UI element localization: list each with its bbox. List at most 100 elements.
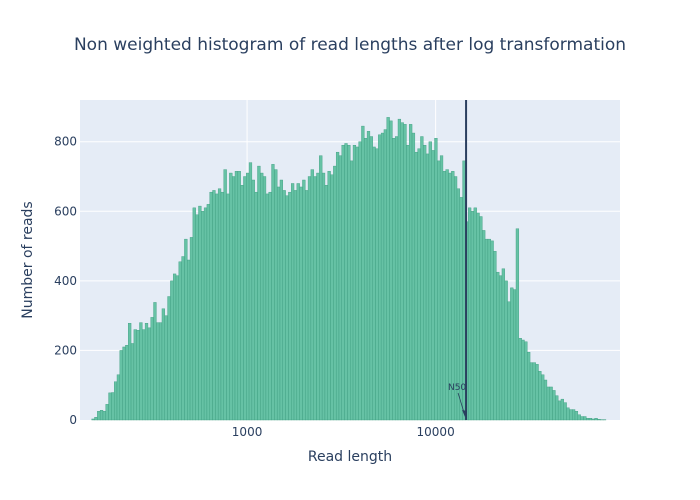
histogram-bar — [167, 296, 171, 421]
histogram-bar — [91, 418, 95, 421]
histogram-bar — [428, 141, 432, 421]
histogram-bar — [212, 190, 216, 421]
histogram-bar — [378, 134, 382, 421]
histogram-bar — [147, 327, 151, 421]
histogram-bar — [538, 371, 542, 421]
histogram-bar — [411, 132, 416, 421]
histogram-bar — [594, 418, 598, 421]
histogram-bar — [431, 150, 435, 421]
histogram-bar — [173, 273, 177, 421]
histogram-bar — [237, 171, 241, 421]
histogram-bar — [189, 237, 194, 421]
histogram-bar — [285, 195, 289, 421]
histogram-bar — [257, 165, 261, 421]
histogram-bar — [302, 179, 306, 421]
histogram-bar — [557, 400, 562, 421]
histogram-bar — [394, 136, 399, 421]
histogram-bar — [254, 191, 258, 421]
histogram-bar — [563, 402, 567, 421]
histogram-bar — [198, 205, 202, 421]
histogram-bar — [355, 146, 359, 421]
histogram-bar — [507, 301, 511, 421]
histogram-bar — [470, 211, 475, 421]
histogram-bar — [116, 374, 121, 421]
histogram-bar — [409, 124, 413, 421]
histogram-bar — [358, 141, 362, 421]
histogram-bar — [524, 341, 528, 421]
histogram-bar — [400, 122, 404, 421]
histogram-bar — [535, 364, 539, 421]
histogram-bar — [344, 143, 348, 421]
histogram-bar — [161, 308, 165, 421]
histogram-bar — [99, 410, 104, 421]
histogram-bar — [580, 416, 584, 421]
histogram-bar — [518, 338, 522, 421]
histogram-bar — [128, 323, 132, 421]
histogram-bar — [229, 172, 233, 421]
histogram-bar — [305, 190, 309, 421]
histogram-bar — [201, 211, 205, 421]
histogram-bar — [276, 186, 281, 421]
histogram-bar — [142, 329, 146, 421]
histogram-bar — [583, 416, 587, 421]
histogram-bar — [299, 186, 303, 421]
y-tick-label: 800 — [54, 135, 77, 149]
n50-arrowhead — [462, 410, 468, 417]
histogram-bar — [307, 176, 312, 421]
histogram-bar — [335, 151, 340, 421]
histogram-bar — [380, 132, 385, 421]
histogram-bar — [496, 271, 500, 421]
histogram-bar — [414, 151, 418, 421]
histogram-bar — [310, 169, 314, 421]
histogram-bar — [119, 350, 123, 421]
x-tick-label: 10000 — [417, 425, 455, 439]
histogram-bar — [164, 315, 168, 421]
histogram-bar — [425, 153, 430, 421]
histogram-bar — [153, 302, 157, 421]
histogram-bar — [386, 117, 390, 421]
histogram-bar — [293, 190, 298, 421]
histogram-bar — [313, 176, 317, 421]
histogram-bar — [187, 259, 191, 421]
histogram-bar — [274, 169, 278, 421]
histogram-bar — [251, 179, 255, 421]
histogram-bar — [282, 190, 286, 421]
histogram-bar — [487, 238, 491, 421]
histogram-bar — [347, 145, 351, 421]
histogram-bar — [192, 207, 196, 421]
histogram-bar — [181, 256, 185, 421]
histogram-bar — [566, 407, 570, 421]
histogram-bar — [260, 172, 264, 421]
histogram-bar — [234, 171, 239, 421]
histogram-bar — [195, 214, 199, 421]
histogram-bar — [389, 120, 393, 421]
histogram-bar — [493, 251, 497, 421]
histogram-bar — [597, 419, 601, 421]
histogram-bar — [319, 155, 323, 421]
x-axis-title: Read length — [308, 449, 392, 465]
histogram-bar — [139, 322, 143, 421]
histogram-bar — [240, 185, 244, 421]
histogram-bar — [316, 172, 320, 421]
histogram-bar — [473, 207, 477, 421]
histogram-bar — [156, 322, 160, 421]
histogram-bar — [144, 323, 149, 421]
histogram-bar — [543, 379, 548, 421]
histogram-bar — [439, 155, 444, 421]
y-tick-label: 600 — [54, 204, 77, 218]
histogram-bar — [527, 351, 531, 421]
histogram-bar — [490, 240, 494, 421]
histogram-bar — [330, 174, 334, 421]
histogram-bar — [420, 136, 424, 421]
histogram-bar — [324, 185, 328, 421]
histogram-bar — [462, 160, 466, 421]
histogram-bar — [569, 409, 573, 421]
histogram-bar — [361, 125, 365, 421]
histogram-bar — [296, 183, 300, 421]
histogram-bar — [434, 138, 438, 421]
histogram-bar — [94, 417, 98, 421]
histogram-bar — [243, 176, 247, 421]
histogram-bar — [515, 228, 520, 421]
histogram-bar — [549, 386, 553, 421]
n50-annotation: N50 — [448, 100, 468, 420]
